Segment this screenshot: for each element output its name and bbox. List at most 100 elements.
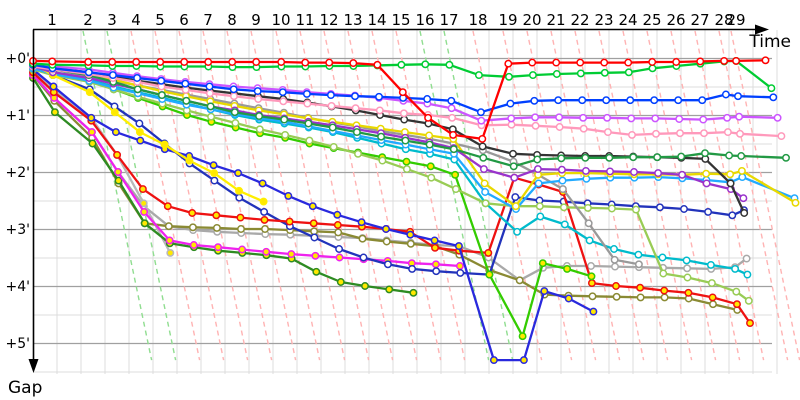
y-tick-+3': +3' [6,222,31,238]
marker-cyan [731,264,740,273]
checkpoint-dashed-lines [82,30,800,361]
marker-pink [723,128,732,137]
marker-navy [704,207,713,216]
marker-yellow-b [702,169,711,178]
marker-yellow-a [235,186,243,195]
marker-magenta-2 [165,236,174,245]
marker-dark-green [449,145,458,154]
marker-red-2 [113,150,122,159]
marker-gray-c [558,185,567,194]
marker-magenta-2 [262,247,271,256]
marker-pink [507,120,516,129]
marker-light-green [255,125,264,134]
series-magenta-2 [29,71,464,270]
marker-light-green [281,130,290,139]
marker-dark-green [509,162,518,171]
marker-red-2 [333,221,342,229]
marker-pink [700,129,708,138]
marker-gray-b [683,264,692,273]
marker-pink [448,113,457,122]
checkpoint-line-13 [347,30,418,361]
marker-red-2 [188,209,197,217]
marker-blue-v [136,136,145,145]
marker-light-green [744,296,753,305]
checkpoint-line-22 [574,30,645,361]
marker-green-1 [600,68,609,77]
marker-light-green [427,173,436,182]
marker-green-v [538,259,547,268]
marker-pink [579,124,588,133]
marker-magenta-2 [335,253,344,262]
marker-pink [652,129,660,138]
marker-red-1 [624,58,633,67]
marker-blue-1 [554,96,563,105]
marker-red-1 [696,57,705,66]
marker-olive [515,276,524,285]
marker-navy [511,193,520,202]
marker-red-2 [431,243,439,252]
x-tick-2: 2 [83,11,93,29]
x-tick-16: 16 [415,11,434,29]
marker-dark-green [157,91,166,100]
series-line-navy [32,63,745,276]
x-tick-19: 19 [498,11,517,29]
marker-light-green [402,165,411,174]
marker-red-2 [138,185,147,194]
marker-red-1 [720,56,729,65]
marker-red-2 [212,211,221,220]
marker-navy [235,193,244,202]
checkpoint-line-green-17 [443,30,514,361]
marker-olive [709,300,717,309]
marker-pink [603,128,612,137]
marker-green-1 [445,60,454,69]
marker-dark-green [352,128,361,137]
x-tick-13: 13 [343,11,362,29]
marker-dark-green [677,152,686,161]
marker-red-1 [349,59,358,68]
series-red-2 [29,68,754,328]
x-tick-7: 7 [203,11,213,29]
marker-navy [655,203,664,212]
marker-black [509,149,517,158]
x-tick-29: 29 [726,11,745,29]
marker-magenta-1 [507,114,516,123]
marker-green-1 [397,60,406,69]
checkpoint-line-28 [718,30,789,361]
marker-dark-green [725,151,734,160]
marker-blue-v [454,242,463,251]
marker-navy [432,267,441,276]
marker-light-green [559,203,568,212]
marker-purple [654,169,663,178]
marker-red-1 [84,58,93,66]
marker-dark-green [479,153,488,162]
marker-magenta-2 [87,128,96,137]
marker-red-1 [277,58,286,66]
marker-purple [533,165,542,174]
marker-pink [230,92,238,101]
marker-red-2 [684,288,693,297]
marker-magenta-2 [311,251,320,260]
marker-olive [261,225,269,233]
marker-navy [728,211,737,220]
marker-forest-green [50,108,59,117]
marker-green-1 [552,70,561,78]
y-axis-title: Gap [8,378,42,398]
marker-blue-1 [698,96,707,105]
marker-navy [408,264,417,273]
marker-blue-v [308,202,317,211]
marker-red-1 [600,58,609,67]
marker-pink [777,132,786,141]
marker-yellow-a [85,88,94,97]
marker-red-1 [108,58,117,66]
marker-red-2 [733,300,741,309]
marker-blue-1 [84,68,93,77]
marker-blue-v [209,161,218,170]
series-olive [29,71,742,314]
marker-magenta-1 [447,104,456,113]
marker-magenta-1 [603,113,612,122]
marker-olive [636,293,645,302]
checkpoint-line-11 [299,30,370,361]
marker-red-1 [648,58,657,66]
marker-red-1 [672,58,681,66]
